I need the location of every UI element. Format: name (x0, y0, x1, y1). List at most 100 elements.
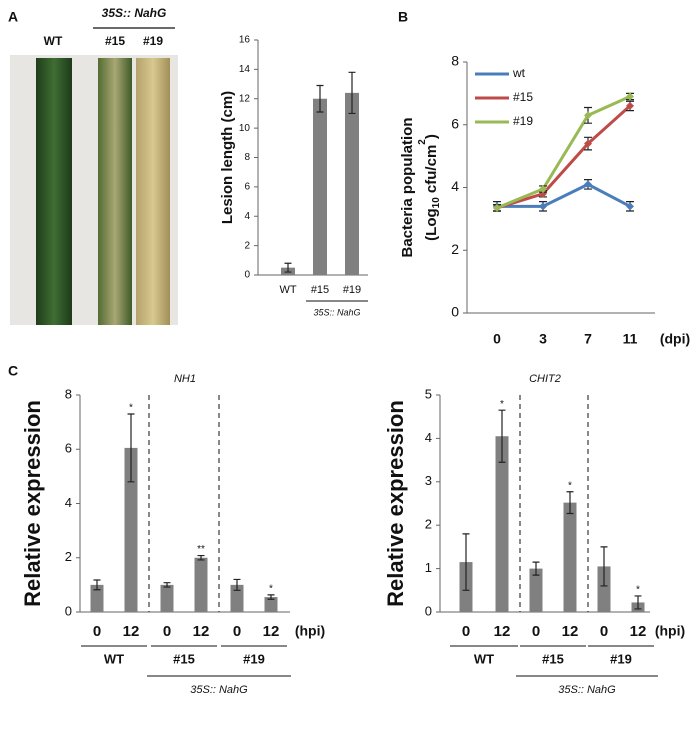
marker (584, 139, 592, 148)
marker (584, 111, 592, 120)
y-tick-label: 2 (244, 240, 250, 251)
group-label: #15 (542, 651, 564, 666)
marker (626, 92, 634, 101)
group-note: 35S:: NahG (190, 684, 248, 696)
photo-label: WT (44, 34, 63, 48)
x-tick-label: 12 (263, 623, 280, 640)
x-tick-label: 0 (93, 623, 101, 640)
y-tick-label: 0 (244, 270, 250, 281)
series-line (497, 182, 631, 208)
x-unit: (dpi) (660, 331, 690, 347)
significance-mark: * (500, 399, 504, 410)
series-line (496, 104, 632, 210)
x-tick-label: 0 (493, 331, 501, 347)
y-tick-label: 2 (425, 517, 432, 532)
error-bar (197, 554, 205, 561)
error-bar (348, 71, 356, 115)
photo: A WT #15 #19 35S:: NahG (8, 6, 178, 325)
x-tick-label: 0 (462, 623, 470, 640)
y-axis-label-part: 10 (431, 197, 442, 209)
x-tick-label: 12 (193, 623, 210, 640)
y-axis-label: Bacteria population (399, 117, 416, 257)
error-bar (233, 578, 241, 591)
x-tick-label: 3 (539, 331, 547, 347)
y-tick-label: 6 (451, 115, 459, 131)
bar (495, 436, 509, 612)
error-bar (316, 84, 324, 113)
group-label: WT (474, 651, 494, 666)
significance-mark: * (269, 584, 273, 595)
group-label: #19 (610, 651, 632, 666)
y-axis-label-part: ) (423, 134, 440, 139)
y-axis-label: Lesion length (cm) (219, 91, 236, 224)
bar (563, 502, 577, 612)
group-note: 35S:: NahG (558, 684, 616, 696)
y-tick-label: 8 (244, 152, 250, 163)
y-tick-label: 6 (65, 441, 72, 456)
x-tick-label: 11 (623, 331, 638, 347)
group-label: #19 (243, 651, 265, 666)
legend-label: wt (512, 66, 526, 80)
bar (90, 584, 104, 612)
y-axis-label: Relative expression (20, 400, 45, 607)
leaf (98, 58, 132, 325)
legend-label: #15 (513, 90, 533, 104)
leaf (36, 58, 72, 325)
y-axis-label: Relative expression (383, 400, 408, 607)
photo-label: #15 (105, 34, 125, 48)
x-tick-label: WT (279, 284, 296, 296)
y-tick-label: 16 (239, 35, 251, 46)
marker (626, 202, 634, 211)
significance-mark: ** (197, 544, 205, 555)
bar (160, 584, 174, 612)
y-tick-label: 8 (65, 386, 72, 401)
marker (626, 101, 634, 110)
photo-group-label: 35S:: NahG (102, 6, 167, 20)
x-tick-label: #15 (311, 284, 329, 296)
y-tick-label: 6 (244, 182, 250, 193)
panel-label: C (8, 363, 18, 379)
error-bar (600, 546, 608, 587)
bar (230, 584, 244, 612)
bar (124, 447, 138, 612)
y-axis-label-part: cfu/cm (423, 145, 440, 198)
y-tick-label: 2 (65, 549, 72, 564)
x-unit: (hpi) (655, 623, 685, 639)
error-bar (163, 582, 171, 588)
group-note: 35S:: NahG (313, 307, 360, 317)
legend-label: #19 (513, 114, 533, 128)
error-bar (267, 594, 275, 600)
error-bar (462, 533, 470, 591)
x-tick-label: 0 (163, 623, 171, 640)
y-tick-label: 0 (65, 603, 72, 618)
y-tick-label: 0 (425, 603, 432, 618)
bar (597, 566, 611, 612)
x-tick-label: 0 (532, 623, 540, 640)
y-tick-label: 10 (239, 123, 251, 134)
y-axis-label-part: (Log (423, 208, 440, 240)
x-tick-label: 12 (494, 623, 511, 640)
y-tick-label: 4 (451, 178, 459, 194)
y-tick-label: 2 (451, 241, 459, 257)
panel-label: B (398, 9, 408, 25)
x-unit: (hpi) (295, 623, 325, 639)
marker (539, 185, 547, 194)
error-bar (566, 491, 574, 515)
significance-mark: * (568, 480, 572, 491)
y-tick-label: 4 (244, 211, 250, 222)
x-tick-label: 12 (123, 623, 140, 640)
x-tick-label: 0 (233, 623, 241, 640)
error-bar (284, 262, 292, 273)
y-axis-label-part: 2 (417, 139, 428, 145)
series-line (496, 95, 631, 210)
chart-title: CHIT2 (529, 373, 561, 385)
photo-label: #19 (143, 34, 163, 48)
y-tick-label: 14 (239, 64, 251, 75)
x-tick-label: #19 (343, 284, 361, 296)
y-tick-label: 0 (451, 304, 459, 320)
x-tick-label: 7 (584, 331, 592, 347)
marker (584, 180, 592, 189)
x-tick-label: 0 (600, 623, 608, 640)
y-tick-label: 3 (425, 473, 432, 488)
